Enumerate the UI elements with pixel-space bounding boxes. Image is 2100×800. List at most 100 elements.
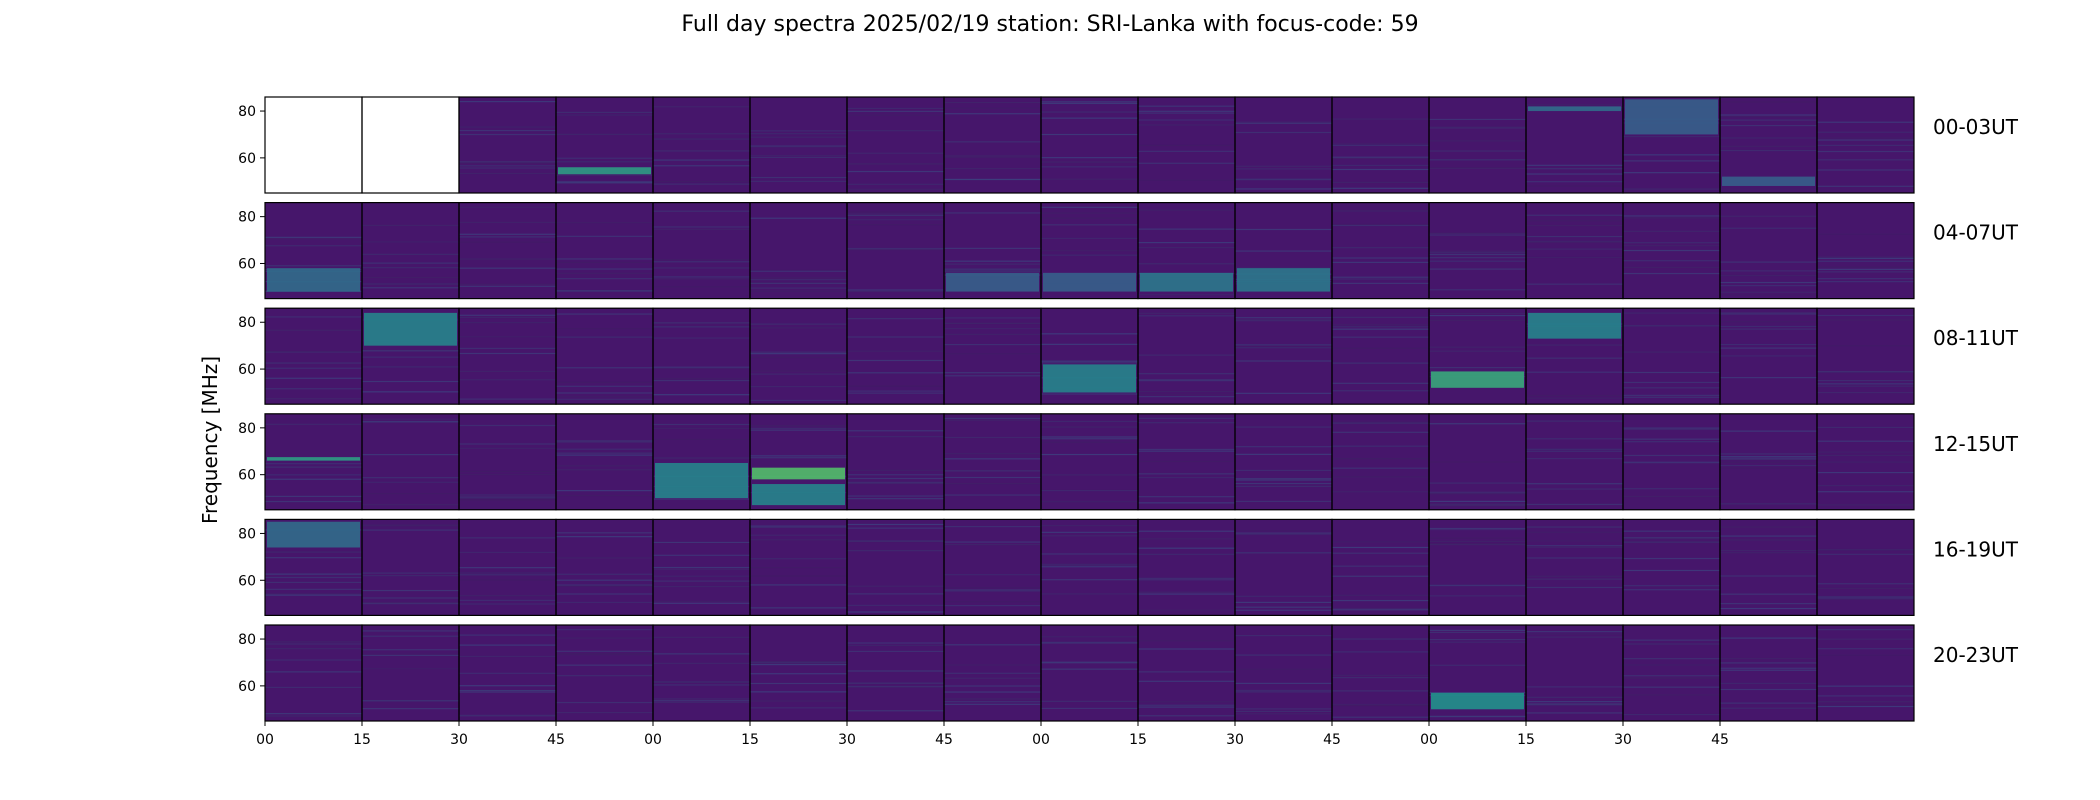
spectrum-texture-line [556, 133, 653, 135]
spectrum-feature [1431, 692, 1524, 710]
spectrum-texture-line [1332, 336, 1429, 338]
spectrum-texture-line [1138, 179, 1235, 181]
spectrum-texture-line [1429, 257, 1526, 259]
spectrum-texture-line [653, 326, 750, 328]
spectrum-texture-line [1623, 154, 1720, 156]
spectrum-texture-line [459, 691, 556, 693]
spectrum-texture-line [847, 213, 944, 215]
spectrum-texture-line [1332, 362, 1429, 364]
spectrum-texture-line [1623, 188, 1720, 190]
spectrum-feature [946, 272, 1039, 292]
spectrum-texture-line [1332, 422, 1429, 424]
spectrum-texture-line [653, 379, 750, 382]
spectrum-panel [1526, 202, 1623, 299]
spectrum-texture-line [1235, 317, 1332, 319]
spectrum-panel [1041, 625, 1138, 721]
spectrum-texture-line [556, 111, 653, 114]
spectrum-texture-line [1235, 485, 1332, 487]
spectrum-panel [1526, 519, 1623, 616]
spectrum-texture-line [944, 417, 1041, 420]
spectrum-texture-line [1332, 609, 1429, 611]
spectrum-texture-line [750, 673, 847, 675]
spectrum-texture-line [1720, 114, 1817, 116]
spectrum-texture-line [653, 276, 750, 278]
spectrum-texture-line [1138, 422, 1235, 424]
spectrum-texture-line [1332, 247, 1429, 249]
x-tick-label: 00 [256, 732, 274, 748]
spectrum-texture-line [556, 650, 653, 652]
spectrum-texture-line [944, 494, 1041, 496]
spectrum-texture-line [362, 224, 459, 227]
spectrum-texture-line [653, 210, 750, 212]
spectrum-texture-line [459, 161, 556, 163]
spectrum-texture-line [1138, 247, 1235, 249]
spectrum-texture-line [1623, 217, 1720, 219]
spectrum-texture-line [944, 419, 1041, 421]
spectrum-texture-line [1720, 124, 1817, 127]
spectrum-texture-line [750, 457, 847, 459]
row-label: 20-23UT [1933, 643, 2019, 667]
spectrum-texture-line [1720, 707, 1817, 709]
spectrum-panel [1235, 413, 1332, 510]
y-tick-label: 80 [238, 210, 256, 226]
spectrum-texture-line [1235, 713, 1332, 715]
spectrum-texture-line [1623, 272, 1720, 275]
spectrum-texture-line [1817, 345, 1914, 347]
spectrum-texture-line [653, 636, 750, 639]
spectrum-texture-line [653, 600, 750, 602]
spectrum-texture-line [1138, 609, 1235, 611]
spectrum-texture-line [459, 285, 556, 287]
spectrum-texture-line [1623, 713, 1720, 716]
spectrum-texture-line [750, 427, 847, 429]
spectrum-texture-line [1526, 185, 1623, 187]
spectrum-panel [1138, 308, 1235, 405]
spectrum-texture-line [362, 524, 459, 526]
spectrum-texture-line [750, 663, 847, 666]
spectrum-texture-line [750, 455, 847, 457]
spectrum-texture-line [944, 212, 1041, 214]
spectrum-texture-line [750, 691, 847, 693]
spectrum-texture-line [1332, 599, 1429, 602]
x-tick-label: 00 [1420, 732, 1438, 748]
spectrum-texture-line [459, 283, 556, 286]
spectrum-texture-line [1429, 159, 1526, 161]
spectrum-texture-line [1138, 354, 1235, 356]
spectrum-texture-line [459, 714, 556, 716]
spectrum-texture-line [1526, 686, 1623, 688]
spectrum-texture-line [1041, 641, 1138, 643]
spectrum-texture-line [459, 443, 556, 445]
spectrum-feature [1043, 272, 1136, 292]
spectrum-feature [752, 467, 845, 480]
spectrum-texture-line [1041, 217, 1138, 219]
spectrum-texture-line [1429, 631, 1526, 634]
spectrum-texture-line [556, 313, 653, 315]
spectrum-texture-line [1138, 448, 1235, 451]
spectrum-texture-line [1526, 458, 1623, 460]
spectrum-texture-line [1138, 648, 1235, 650]
spectrum-texture-line [944, 107, 1041, 109]
spectrum-texture-line [1720, 575, 1817, 577]
spectrum-texture-line [556, 367, 653, 369]
spectrum-texture-line [1138, 701, 1235, 703]
spectrum-texture-line [459, 655, 556, 658]
spectrum-texture-line [1623, 677, 1720, 679]
spectrum-texture-line [1720, 458, 1817, 461]
spectrum-texture-line [459, 499, 556, 501]
spectrum-texture-line [1041, 436, 1138, 438]
spectrum-texture-line [750, 351, 847, 353]
spectrum-texture-line [1332, 224, 1429, 227]
spectrum-texture-line [847, 477, 944, 480]
spectrum-texture-line [1623, 461, 1720, 463]
spectrum-texture-line [1332, 716, 1429, 718]
spectrum-texture-line [1138, 373, 1235, 375]
spectrum-texture-line [847, 390, 944, 392]
spectrum-panel [362, 519, 459, 616]
spectrum-texture-line [556, 278, 653, 280]
spectrum-texture-line [1817, 504, 1914, 506]
spectrum-texture-line [1332, 157, 1429, 159]
spectrum-texture-line [944, 476, 1041, 479]
spectrum-texture-line [1332, 156, 1429, 158]
spectrum-texture-line [750, 279, 847, 281]
spectrum-texture-line [1138, 715, 1235, 717]
spectrum-texture-line [265, 576, 362, 579]
